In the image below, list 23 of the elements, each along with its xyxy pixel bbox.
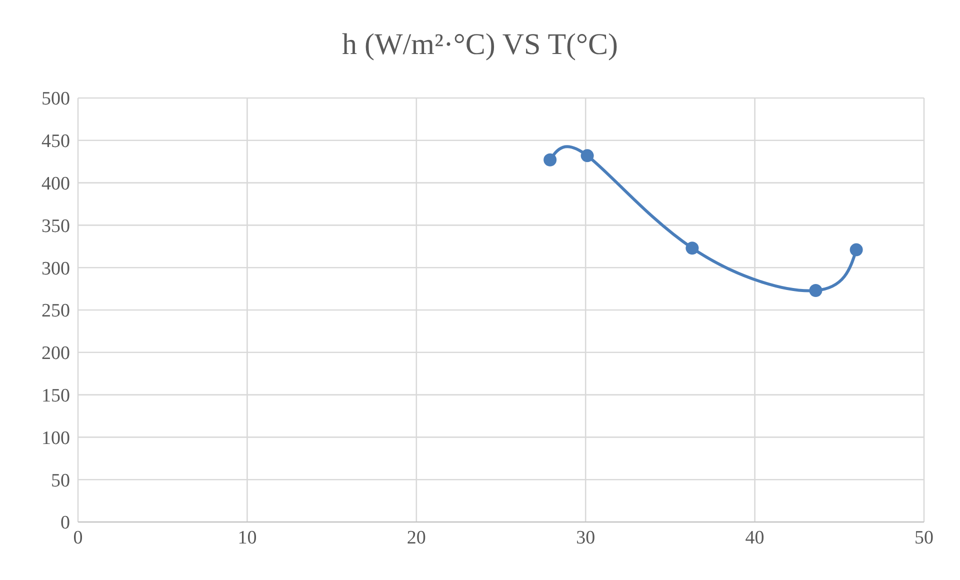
point	[850, 243, 863, 256]
x-tick-label: 50	[914, 527, 934, 548]
point	[809, 284, 822, 297]
y-tick-label: 0	[60, 512, 70, 534]
y-tick-label: 500	[42, 88, 70, 110]
point	[580, 149, 594, 162]
y-tick-label: 400	[42, 174, 70, 195]
x-tick-label: 10	[238, 527, 257, 548]
y-tick-label: 250	[42, 300, 70, 322]
point	[544, 153, 557, 166]
x-tick-label: 20	[406, 527, 426, 548]
point	[686, 242, 699, 255]
y-tick-label: 450	[42, 131, 70, 152]
y-tick-label: 350	[42, 216, 70, 237]
y-tick-label: 150	[42, 386, 70, 407]
x-tick-label: 30	[576, 527, 596, 548]
chart-title: h (W/m²·°C) VS T(°C)	[340, 27, 620, 63]
y-tick-label: 200	[42, 343, 70, 364]
y-tick-label: 300	[42, 258, 70, 280]
y-tick-label: 100	[42, 428, 70, 449]
x-tick-label: 0	[73, 527, 83, 548]
y-tick-label: 50	[51, 470, 70, 492]
x-tick-label: 40	[745, 527, 764, 548]
